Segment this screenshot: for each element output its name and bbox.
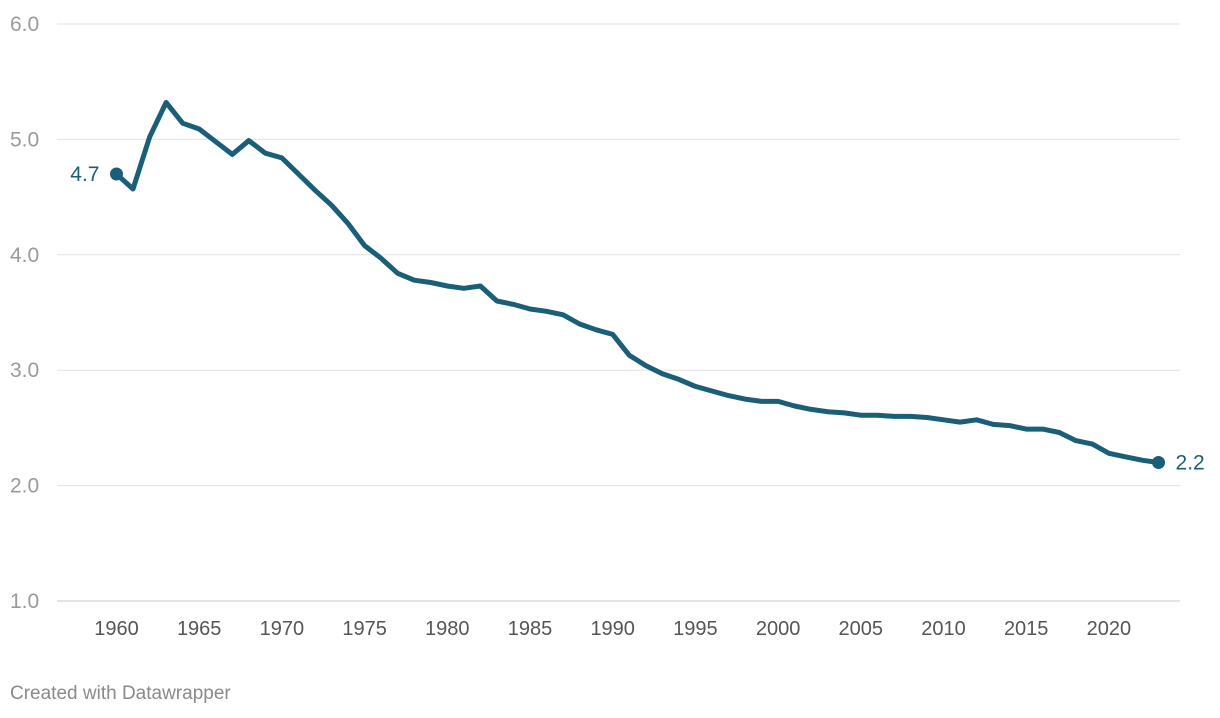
- start-value-label: 4.7: [70, 163, 99, 186]
- credit-text: Created with Datawrapper: [10, 683, 231, 704]
- x-tick-label: 1980: [425, 618, 470, 640]
- y-tick-label: 3.0: [10, 359, 39, 382]
- x-tick-label: 2015: [1004, 618, 1049, 640]
- x-tick-label: 2005: [839, 618, 884, 640]
- y-tick-label: 2.0: [10, 475, 39, 498]
- x-tick-label: 1970: [260, 618, 305, 640]
- x-tick-label: 2010: [921, 618, 966, 640]
- x-tick-label: 1985: [508, 618, 553, 640]
- x-tick-label: 1990: [590, 618, 635, 640]
- data-labels: 4.7 2.2: [70, 163, 1205, 475]
- gridlines: [57, 23, 1180, 602]
- start-point: [110, 167, 123, 181]
- x-tick-label: 2020: [1087, 618, 1132, 640]
- end-value-label: 2.2: [1176, 452, 1205, 475]
- x-tick-label: 1960: [94, 618, 139, 640]
- end-point: [1152, 456, 1166, 470]
- y-tick-label: 4.0: [10, 244, 39, 267]
- series-line-group: [110, 100, 1166, 470]
- x-tick-label: 1965: [177, 618, 222, 640]
- y-tick-label: 6.0: [10, 13, 39, 36]
- series-line: [114, 100, 1161, 465]
- x-axis-tick-labels: 1960 1965 1970 1975 1980 1985 1990 1995 2000 2005…: [94, 618, 1131, 640]
- x-tick-label: 2000: [756, 618, 801, 640]
- x-tick-label: 1995: [673, 618, 718, 640]
- x-tick-label: 1975: [342, 618, 387, 640]
- y-axis-tick-labels: 1.0 2.0 3.0 4.0 5.0 6.0: [10, 13, 39, 613]
- y-tick-label: 1.0: [10, 590, 39, 613]
- y-tick-label: 5.0: [10, 128, 39, 151]
